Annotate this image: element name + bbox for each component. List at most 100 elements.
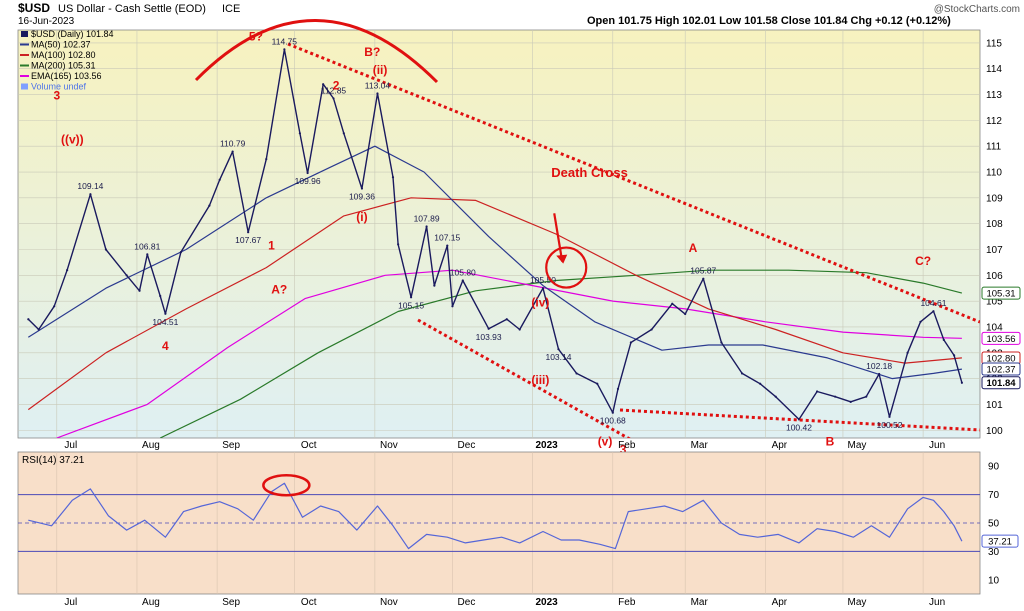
rsi-y-tick: 30 bbox=[988, 547, 1000, 558]
price-point bbox=[919, 320, 922, 323]
rsi-x-tick-label: Mar bbox=[691, 597, 709, 608]
price-point bbox=[342, 132, 345, 135]
price-label: 112.85 bbox=[321, 85, 347, 95]
price-point bbox=[671, 302, 674, 305]
price-label: 109.14 bbox=[77, 181, 103, 191]
x-tick-label: Nov bbox=[380, 440, 398, 451]
price-point bbox=[164, 312, 167, 315]
price-point bbox=[409, 296, 413, 299]
x-tick-label: 2023 bbox=[535, 440, 558, 451]
top-arc-annotation bbox=[194, 19, 439, 84]
y-tick-label: 110 bbox=[986, 168, 1002, 179]
price-point bbox=[815, 390, 819, 393]
price-point bbox=[425, 225, 428, 228]
price-point bbox=[865, 395, 868, 398]
price-point bbox=[849, 400, 852, 403]
value-tag-label: 102.80 bbox=[986, 353, 1015, 364]
ema165-line bbox=[56, 269, 962, 438]
price-point bbox=[53, 305, 56, 308]
price-point bbox=[446, 244, 449, 247]
ohlc-readout: Open 101.75 High 102.01 Low 101.58 Close… bbox=[587, 15, 951, 27]
chart-name: US Dollar - Cash Settle (EOD) bbox=[58, 3, 206, 15]
rsi-y-tick: 70 bbox=[988, 490, 1000, 501]
ma50-line bbox=[27, 145, 962, 380]
price-point bbox=[518, 328, 521, 331]
y-tick-label: 100 bbox=[986, 426, 1003, 437]
price-point bbox=[231, 150, 234, 153]
price-point bbox=[138, 289, 141, 292]
price-point bbox=[66, 269, 69, 272]
price-point bbox=[888, 415, 891, 418]
price-point bbox=[616, 387, 620, 391]
legend-label: EMA(165) 103.56 bbox=[31, 71, 102, 81]
legend-label: MA(100) 102.80 bbox=[31, 50, 96, 60]
wave-label: Death Cross bbox=[551, 165, 628, 180]
price-point bbox=[360, 187, 364, 190]
price-point bbox=[89, 193, 92, 196]
rsi-line bbox=[28, 482, 963, 550]
price-point bbox=[702, 277, 705, 280]
price-label: 104.51 bbox=[152, 317, 178, 327]
y-tick-label: 101 bbox=[986, 400, 1003, 411]
value-tag-label: 105.31 bbox=[986, 289, 1015, 300]
price-point bbox=[208, 204, 211, 207]
price-point bbox=[247, 231, 250, 234]
x-tick-label: Dec bbox=[458, 440, 476, 451]
x-tick-label: Oct bbox=[301, 440, 317, 451]
rsi-x-tick-label: Oct bbox=[301, 597, 317, 608]
chart-date: 16-Jun-2023 bbox=[18, 16, 75, 27]
price-label: 100.68 bbox=[600, 416, 626, 426]
wave-label: A? bbox=[271, 282, 287, 296]
price-point bbox=[265, 158, 268, 161]
rsi-overbought-circle bbox=[262, 473, 311, 497]
value-tag-label: 102.37 bbox=[986, 365, 1015, 376]
price-point bbox=[942, 338, 945, 341]
price-point bbox=[125, 274, 128, 277]
price-point bbox=[391, 176, 395, 179]
price-point bbox=[306, 171, 309, 175]
legend-label: MA(200) 105.31 bbox=[31, 61, 96, 71]
wave-label: B? bbox=[364, 45, 380, 59]
rsi-x-tick-label: Jul bbox=[64, 597, 77, 608]
y-tick-label: 109 bbox=[986, 193, 1003, 204]
wave-label: 4 bbox=[162, 339, 169, 353]
price-point bbox=[376, 92, 379, 95]
price-label: 107.67 bbox=[235, 235, 261, 245]
ma200-line bbox=[159, 269, 963, 438]
x-axis: Jul Jul Aug Aug Sep Sep Oct Oct Nov Nov Dec Dec 2023… bbox=[64, 440, 945, 608]
price-label: 102.18 bbox=[866, 361, 892, 371]
price-label: 106.81 bbox=[134, 241, 160, 251]
price-point bbox=[541, 287, 545, 290]
price-label: 104.61 bbox=[920, 298, 946, 308]
price-point bbox=[322, 83, 325, 86]
rsi-title: RSI(14) 37.21 bbox=[22, 455, 85, 466]
ma100-line bbox=[27, 197, 962, 411]
y-tick-label: 112 bbox=[986, 116, 1002, 127]
price-point bbox=[37, 328, 40, 331]
rsi-y-tick: 50 bbox=[988, 519, 1000, 530]
price-point bbox=[720, 341, 723, 344]
y-tick-label: 104 bbox=[986, 322, 1003, 333]
price-point bbox=[557, 348, 560, 351]
wave-label: 5? bbox=[249, 29, 263, 43]
price-point bbox=[451, 305, 454, 308]
price-point bbox=[433, 284, 436, 287]
price-grid bbox=[18, 30, 980, 438]
price-point bbox=[759, 382, 762, 385]
price-label: 114.75 bbox=[272, 36, 298, 46]
price-label: 105.15 bbox=[398, 300, 424, 310]
price-point bbox=[932, 310, 935, 313]
price-point bbox=[960, 381, 963, 384]
rsi-y-tick: 90 bbox=[988, 462, 1000, 473]
wave-label: ((v)) bbox=[61, 133, 84, 147]
price-label: 109.96 bbox=[295, 176, 321, 186]
death-cross-circle bbox=[545, 246, 588, 289]
chart-symbol: $USD bbox=[18, 1, 50, 15]
price-point bbox=[906, 351, 909, 354]
x-tick-label: Aug bbox=[142, 440, 160, 451]
price-point bbox=[611, 411, 614, 414]
price-point bbox=[774, 395, 777, 398]
rsi-x-tick-label: May bbox=[847, 597, 866, 608]
